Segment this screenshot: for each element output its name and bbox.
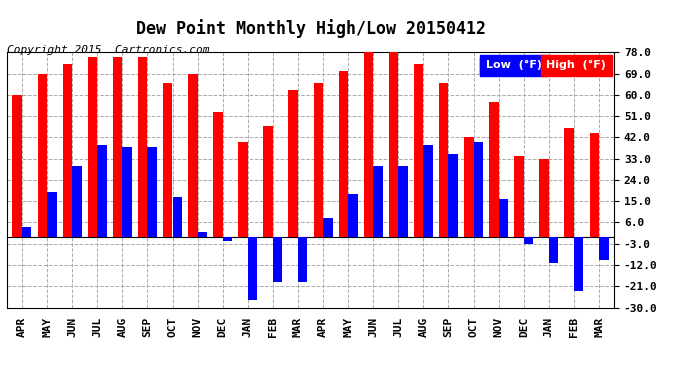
Bar bbox=[439, 83, 449, 237]
Bar bbox=[398, 166, 408, 237]
Bar bbox=[138, 57, 148, 237]
Bar bbox=[313, 83, 323, 237]
Bar bbox=[298, 237, 308, 282]
Bar bbox=[213, 111, 223, 237]
Bar bbox=[514, 156, 524, 237]
Bar bbox=[88, 57, 97, 237]
Bar bbox=[473, 142, 483, 237]
Bar bbox=[122, 147, 132, 237]
Bar bbox=[540, 159, 549, 237]
Bar bbox=[112, 57, 122, 237]
Bar bbox=[489, 102, 499, 237]
Bar bbox=[238, 142, 248, 237]
Legend: Low  (°F), High  (°F): Low (°F), High (°F) bbox=[480, 58, 609, 73]
Bar bbox=[589, 133, 599, 237]
Bar bbox=[323, 218, 333, 237]
Bar bbox=[22, 227, 32, 237]
Bar bbox=[388, 53, 398, 237]
Bar bbox=[197, 232, 207, 237]
Bar bbox=[72, 166, 81, 237]
Bar bbox=[373, 166, 383, 237]
Bar bbox=[148, 147, 157, 237]
Bar bbox=[264, 126, 273, 237]
Bar bbox=[163, 83, 172, 237]
Bar bbox=[424, 145, 433, 237]
Bar bbox=[188, 74, 197, 237]
Bar bbox=[288, 90, 298, 237]
Bar bbox=[97, 145, 107, 237]
Bar bbox=[63, 64, 72, 237]
Bar bbox=[12, 95, 22, 237]
Bar bbox=[564, 128, 574, 237]
Bar bbox=[248, 237, 257, 300]
Bar bbox=[414, 64, 424, 237]
Bar bbox=[273, 237, 282, 282]
Bar bbox=[524, 237, 533, 244]
Bar bbox=[47, 192, 57, 237]
Bar bbox=[574, 237, 584, 291]
Text: Dew Point Monthly High/Low 20150412: Dew Point Monthly High/Low 20150412 bbox=[135, 19, 486, 38]
Bar bbox=[499, 199, 509, 237]
Bar bbox=[172, 196, 182, 237]
Bar bbox=[549, 237, 558, 262]
Bar bbox=[364, 53, 373, 237]
Bar bbox=[339, 71, 348, 237]
Bar bbox=[37, 74, 47, 237]
Bar bbox=[348, 194, 357, 237]
Text: Copyright 2015  Cartronics.com: Copyright 2015 Cartronics.com bbox=[7, 45, 209, 55]
Bar bbox=[223, 237, 233, 242]
Bar bbox=[599, 237, 609, 260]
Bar bbox=[448, 154, 458, 237]
Bar bbox=[464, 138, 473, 237]
